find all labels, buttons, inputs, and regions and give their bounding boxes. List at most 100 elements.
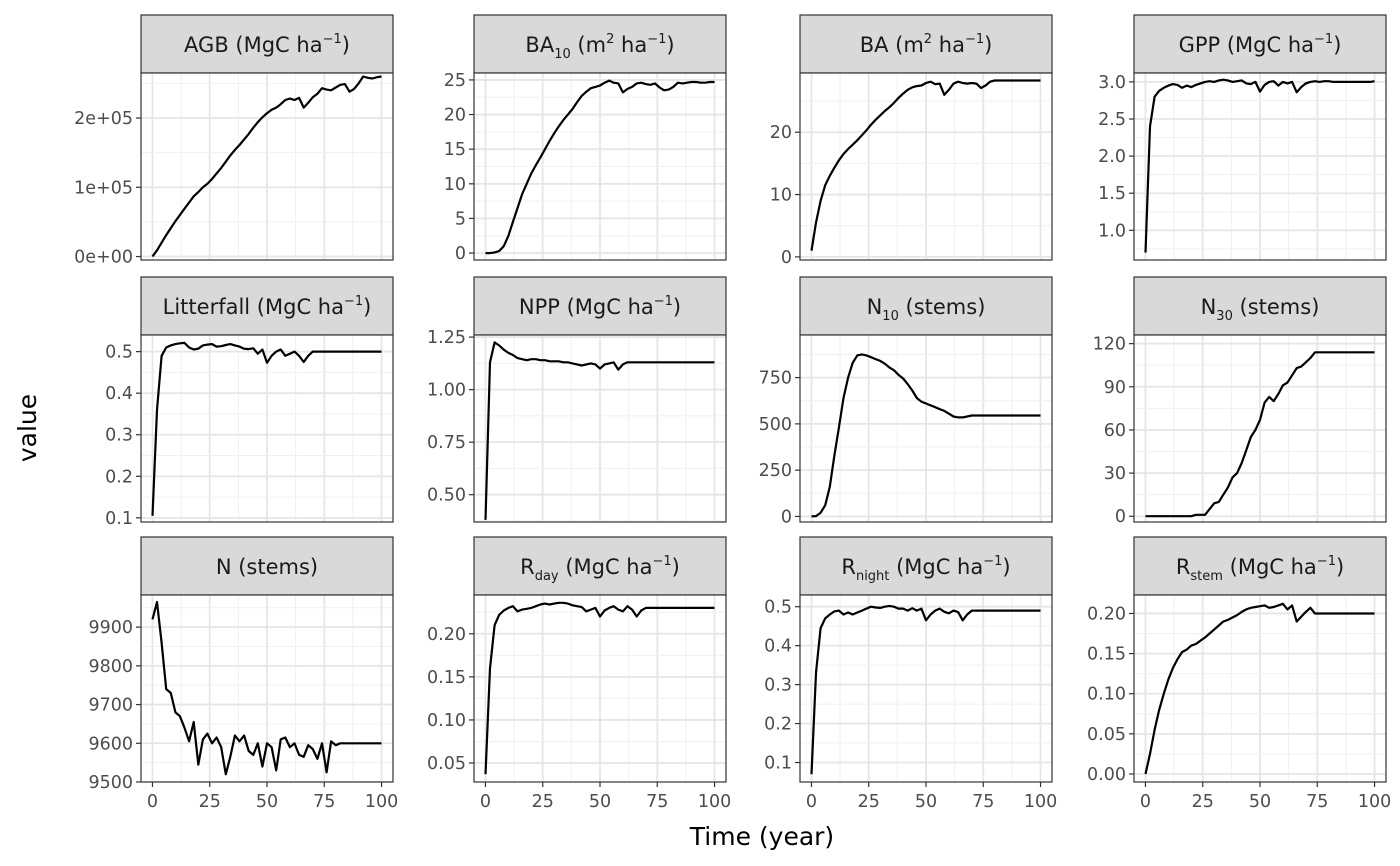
panel-8: N30​ (stems) 0 30 60 90 120 [1093,276,1387,527]
panel-12-x-tick-label-25: 25 [1192,792,1214,812]
panel-3-grid [800,73,1052,260]
panel-10-x-tick-label-50: 50 [589,792,611,812]
panel-6-strip-title: NPP (MgC ha−1​) [519,294,681,319]
panel-7-y-tick-label-500: 500 [759,415,792,435]
panel-11-grid [800,595,1052,782]
panel-1-grid [141,73,393,260]
panel-8-strip-title: N30​ (stems) [1201,295,1320,324]
panel-12-y-tick-label-0-20: 0.20 [1087,604,1126,624]
panel-12-y-tick-label-0-15: 0.15 [1087,645,1126,665]
panel-10-x-tick-label-100: 100 [698,792,731,812]
panel-3: BA (m2​ ha−1​) 0 10 20 [770,14,1053,268]
panel-9-y-tick-label-9700: 9700 [88,696,133,716]
panel-7-border [799,334,1053,523]
panel-4: GPP (MgC ha−1​) 1.0 1.5 2.0 2.5 3.0 [1098,14,1387,261]
panel-10-y-tick-label-0-15: 0.15 [427,668,466,688]
panel-11-y-tick-label-0-5: 0.5 [764,598,792,618]
panel-7-grid [800,335,1052,522]
panel-8-border [1133,334,1387,523]
panel-11-y-tick-label-0-3: 0.3 [764,676,792,696]
panel-9-x-tick-label-75: 75 [313,792,335,812]
panel-2-y-tick-label-20: 20 [444,106,466,126]
panel-4-series-line [1144,78,1375,253]
panel-6-y-tick-label-0-75: 0.75 [427,433,466,453]
panel-8-y-tick-label-30: 30 [1104,464,1126,484]
panel-2-y-tick-label-10: 10 [444,175,466,195]
panel-3-series-line [810,79,1041,251]
panel-5-series-line [151,341,382,516]
panel-9-y-tick-label-9500: 9500 [88,773,133,793]
panel-1-strip-title: AGB (MgC ha−1​) [184,32,350,57]
panel-12-strip-title: Rstem​ (MgC ha−1​) [1176,554,1344,584]
panel-11-x-tick-label-25: 25 [858,792,880,812]
panel-4-y-tick-label-3-0: 3.0 [1098,73,1126,93]
panel-9-x-tick-label-100: 100 [365,792,398,812]
panel-3-border [799,72,1053,261]
panel-2-y-tick-label-15: 15 [444,140,466,160]
panel-10-x-tick-label-75: 75 [646,792,668,812]
panel-5-strip-title: Litterfall (MgC ha−1​) [163,294,372,319]
panel-1-y-tick-label-2e-05: 2e+05 [74,109,133,129]
panel-11-x-tick-label-100: 100 [1024,792,1057,812]
panel-7-series-line [811,353,1041,518]
panel-8-y-tick-label-90: 90 [1104,378,1126,398]
panel-12: Rstem​ (MgC ha−1​) 0.00 0.05 0.10 0.15 0.20 0 2… [1087,536,1391,812]
panel-12-series-line [1144,602,1375,775]
panel-2-strip-title: BA10​ (m2​ ha−1​) [525,32,674,62]
panel-3-y-tick-label-0: 0 [781,248,792,268]
panel-10-y-tick-label-0-10: 0.10 [427,711,466,731]
panel-2-y-tick-label-5: 5 [455,209,466,229]
panel-6-series-line [484,341,715,520]
panel-8-y-tick-label-120: 120 [1093,335,1126,355]
panel-9-y-tick-label-9800: 9800 [88,657,133,677]
panel-9-series-line [151,600,382,776]
panel-11-y-tick-label-0-4: 0.4 [764,637,792,657]
panel-7-strip [799,276,1053,336]
panel-5-y-tick-label-0-3: 0.3 [105,426,133,446]
panel-12-strip [1133,536,1387,596]
panel-7-y-tick-label-750: 750 [759,369,792,389]
panel-8-y-tick-label-0: 0 [1115,507,1126,527]
panel-11-y-tick-label-0-2: 0.2 [764,715,792,735]
panel-8-grid [1134,335,1386,522]
panel-11-y-tick-label-0-1: 0.1 [764,754,792,774]
panel-12-y-tick-label-0-10: 0.10 [1087,685,1126,705]
panel-1-y-tick-label-1e-05: 1e+05 [74,178,133,198]
panel-3-strip-title: BA (m2​ ha−1​) [860,32,993,57]
panel-2: BA10​ (m2​ ha−1​) 0 5 10 15 20 25 [444,14,727,264]
panel-7: N10​ (stems) 0 250 500 750 [759,276,1053,527]
panel-6: NPP (MgC ha−1​) 0.50 0.75 1.00 1.25 [427,276,727,523]
panel-12-x-tick-label-75: 75 [1306,792,1328,812]
panel-6-border [473,334,727,523]
panel-12-grid [1134,595,1386,782]
panel-6-grid [474,335,726,522]
panel-8-y-tick-label-60: 60 [1104,421,1126,441]
panel-11-strip [799,536,1053,596]
panel-8-series-line [1145,351,1375,518]
panel-3-y-tick-label-10: 10 [770,186,792,206]
panel-11-x-tick-label-75: 75 [972,792,994,812]
panel-12-y-tick-label-0-05: 0.05 [1087,725,1126,745]
panel-4-grid [1134,73,1386,260]
panel-4-y-tick-label-2-0: 2.0 [1098,147,1126,167]
panel-11-strip-title: Rnight​ (MgC ha−1​) [841,554,1010,584]
panel-10-series-line [484,601,715,775]
panel-9-y-tick-label-9600: 9600 [88,734,133,754]
panel-6-y-tick-label-1-00: 1.00 [427,381,466,401]
panel-2-y-tick-label-0: 0 [455,244,466,264]
panel-10: Rday​ (MgC ha−1​) 0.05 0.10 0.15 0.20 0 25 50 75… [427,536,731,812]
panel-12-x-tick-label-0: 0 [1140,792,1151,812]
panel-9-x-tick-label-0: 0 [147,792,158,812]
facet-panels: AGB (MgC ha−1​) 0e+00 1e+05 2e+05 BA10​ (m2​… [74,14,1391,812]
panel-10-strip-title: Rday​ (MgC ha−1​) [520,554,680,584]
panel-7-y-tick-label-0: 0 [781,507,792,527]
panel-12-x-tick-label-100: 100 [1358,792,1391,812]
panel-7-strip-title: N10​ (stems) [867,295,986,324]
panel-9-strip-title: N (stems) [216,555,318,579]
panel-9-strip [140,536,394,596]
panel-6-y-tick-label-0-50: 0.50 [427,486,466,506]
panel-7-y-tick-label-250: 250 [759,461,792,481]
panel-5-y-tick-label-0-4: 0.4 [105,384,133,404]
panel-1-strip [140,14,394,74]
panel-4-strip-title: GPP (MgC ha−1​) [1179,32,1342,57]
